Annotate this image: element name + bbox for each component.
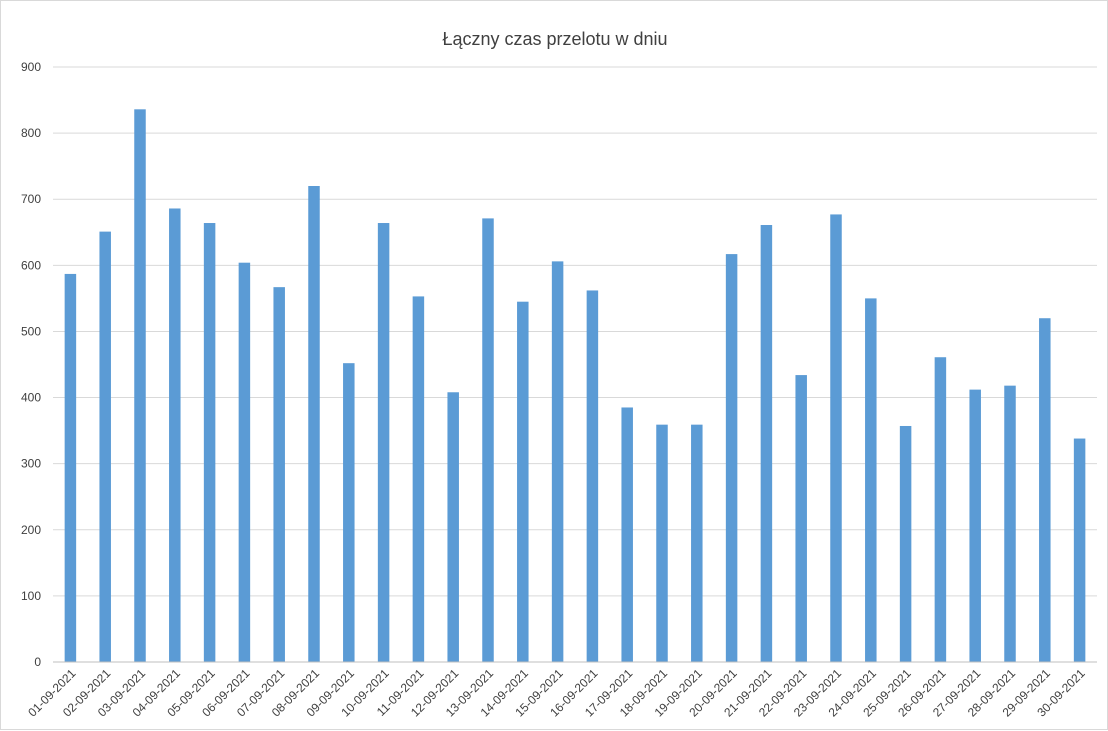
chart-title: Łączny czas przelotu w dniu (442, 29, 667, 49)
y-tick-label: 700 (21, 192, 41, 206)
bar (343, 363, 355, 662)
bar (238, 262, 251, 662)
bar (273, 287, 285, 662)
bar (308, 186, 320, 662)
y-axis-ticks: 0 100 200 300 400 500 600 700 800 900 (21, 60, 41, 669)
bar (899, 425, 912, 662)
y-tick-label: 800 (21, 126, 41, 140)
bar (203, 223, 216, 662)
bar (865, 298, 877, 662)
bar (517, 301, 529, 662)
bar (482, 218, 494, 662)
y-tick-label: 100 (21, 589, 41, 603)
bar (1073, 438, 1086, 662)
bar (134, 109, 146, 663)
y-tick-label: 0 (34, 655, 41, 669)
gridlines (53, 66, 1097, 597)
bar (447, 392, 459, 662)
bar (691, 424, 703, 662)
bar (760, 225, 773, 662)
y-tick-label: 300 (21, 457, 41, 471)
bar (551, 261, 564, 662)
bar (725, 254, 738, 662)
bar (656, 424, 668, 662)
bar (64, 273, 77, 662)
bar (377, 223, 390, 662)
bar (1039, 318, 1051, 662)
bar (412, 296, 425, 662)
bar (795, 375, 807, 662)
bar (969, 389, 981, 662)
bars (64, 109, 1086, 663)
bar (934, 357, 947, 662)
bar (621, 407, 633, 662)
y-tick-label: 900 (21, 60, 41, 74)
y-tick-label: 200 (21, 523, 41, 537)
bar (586, 290, 599, 662)
bar (169, 208, 181, 662)
y-tick-label: 400 (21, 391, 41, 405)
y-tick-label: 500 (21, 324, 41, 338)
bar (99, 231, 111, 662)
bar (830, 214, 842, 662)
bar (1004, 385, 1016, 662)
x-axis-ticks: 01-09-202102-09-202103-09-202104-09-2021… (25, 666, 1088, 720)
y-tick-label: 600 (21, 258, 41, 272)
